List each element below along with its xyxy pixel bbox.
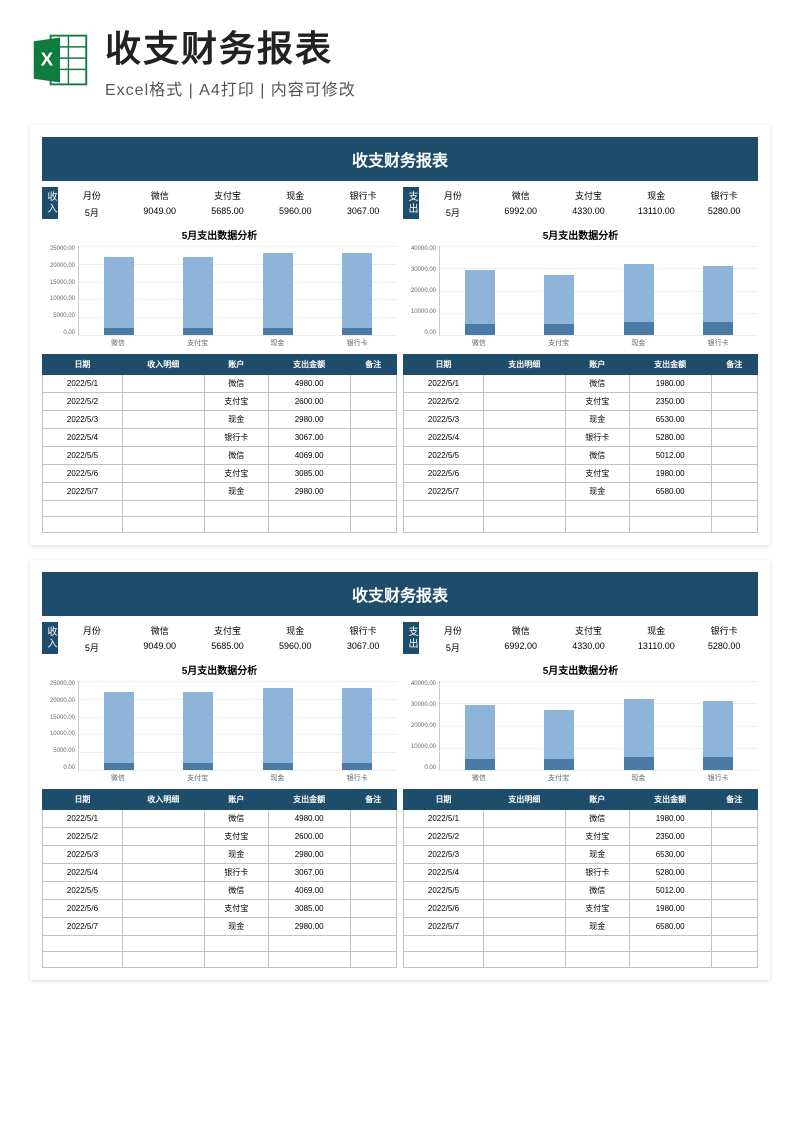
summary-expense: 支出 月份微信支付宝现金银行卡5月6992.004330.0013110.005…: [403, 187, 758, 221]
report-banner: 收支财务报表: [42, 572, 758, 616]
table-row: 2022/5/4银行卡3067.00: [43, 864, 397, 882]
table-row: 2022/5/7现金6580.00: [404, 918, 758, 936]
table-row: 2022/5/2支付宝2600.00: [43, 828, 397, 846]
table-header: 账户: [204, 355, 268, 375]
summary-income: 收入 月份微信支付宝现金银行卡5月9049.005685.005960.0030…: [42, 622, 397, 656]
table-row: 2022/5/4银行卡5280.00: [404, 864, 758, 882]
table-row: 2022/5/1微信1980.00: [404, 375, 758, 393]
data-table-right: 日期支出明细账户支出金额备注2022/5/1微信1980.002022/5/2支…: [403, 789, 758, 968]
chart-title: 5月支出数据分析: [42, 662, 397, 677]
svg-text:X: X: [41, 49, 54, 70]
chart-title: 5月支出数据分析: [42, 227, 397, 242]
chart-xaxis: 微信支付宝现金银行卡: [439, 338, 758, 348]
table-header: 收入明细: [122, 790, 204, 810]
report-page: 收支财务报表 收入 月份微信支付宝现金银行卡5月9049.005685.0059…: [30, 125, 770, 545]
summary-expense: 支出 月份微信支付宝现金银行卡5月6992.004330.0013110.005…: [403, 622, 758, 656]
table-row: 2022/5/3现金2980.00: [43, 846, 397, 864]
table-header: 备注: [711, 790, 757, 810]
table-header: 备注: [350, 355, 396, 375]
table-row: [43, 501, 397, 517]
subtitle: Excel格式 | A4打印 | 内容可修改: [105, 76, 770, 100]
table-row: 2022/5/3现金6530.00: [404, 846, 758, 864]
table-header: 支出金额: [629, 355, 711, 375]
bar-chart: 5月支出数据分析 40000.0030000.0020000.0010000.0…: [403, 227, 758, 348]
table-header: 备注: [350, 790, 396, 810]
table-header: 日期: [404, 790, 484, 810]
main-title: 收支财务报表: [105, 20, 770, 72]
table-row: 2022/5/6支付宝3085.00: [43, 900, 397, 918]
table-row: 2022/5/5微信4069.00: [43, 882, 397, 900]
chart-yaxis: 40000.0030000.0020000.0010000.000.00: [403, 681, 439, 771]
table-row: 2022/5/5微信4069.00: [43, 447, 397, 465]
chart-title: 5月支出数据分析: [403, 662, 758, 677]
chart-yaxis: 40000.0030000.0020000.0010000.000.00: [403, 246, 439, 336]
table-header: 日期: [43, 355, 123, 375]
excel-icon: X: [30, 30, 90, 90]
table-header: 支出明细: [483, 790, 565, 810]
table-row: 2022/5/3现金6530.00: [404, 411, 758, 429]
data-table-right: 日期支出明细账户支出金额备注2022/5/1微信1980.002022/5/2支…: [403, 354, 758, 533]
bar-chart: 5月支出数据分析 25000.0020000.0015000.0010000.0…: [42, 662, 397, 783]
badge-expense: 支出: [403, 187, 419, 219]
table-row: 2022/5/2支付宝2350.00: [404, 393, 758, 411]
table-header: 支出明细: [483, 355, 565, 375]
summary-income: 收入 月份微信支付宝现金银行卡5月9049.005685.005960.0030…: [42, 187, 397, 221]
table-header: 收入明细: [122, 355, 204, 375]
data-table-left: 日期收入明细账户支出金额备注2022/5/1微信4980.002022/5/2支…: [42, 354, 397, 533]
table-row: 2022/5/7现金2980.00: [43, 483, 397, 501]
table-row: 2022/5/4银行卡3067.00: [43, 429, 397, 447]
table-header: 账户: [565, 790, 629, 810]
table-header: 支出金额: [268, 355, 350, 375]
page-header: X 收支财务报表 Excel格式 | A4打印 | 内容可修改: [0, 0, 800, 110]
table-row: 2022/5/7现金2980.00: [43, 918, 397, 936]
table-row: [404, 501, 758, 517]
table-row: [404, 952, 758, 968]
table-row: [404, 517, 758, 533]
chart-yaxis: 25000.0020000.0015000.0010000.005000.000…: [42, 246, 78, 336]
table-row: 2022/5/6支付宝1980.00: [404, 465, 758, 483]
table-header: 账户: [204, 790, 268, 810]
table-header: 日期: [43, 790, 123, 810]
data-table-left: 日期收入明细账户支出金额备注2022/5/1微信4980.002022/5/2支…: [42, 789, 397, 968]
table-row: 2022/5/5微信5012.00: [404, 882, 758, 900]
chart-title: 5月支出数据分析: [403, 227, 758, 242]
table-header: 账户: [565, 355, 629, 375]
chart-xaxis: 微信支付宝现金银行卡: [78, 773, 397, 783]
table-row: 2022/5/7现金6580.00: [404, 483, 758, 501]
table-header: 支出金额: [268, 790, 350, 810]
table-row: 2022/5/6支付宝3085.00: [43, 465, 397, 483]
table-row: 2022/5/1微信4980.00: [43, 810, 397, 828]
chart-xaxis: 微信支付宝现金银行卡: [439, 773, 758, 783]
table-row: 2022/5/1微信1980.00: [404, 810, 758, 828]
table-row: 2022/5/3现金2980.00: [43, 411, 397, 429]
report-page: 收支财务报表 收入 月份微信支付宝现金银行卡5月9049.005685.0059…: [30, 560, 770, 980]
table-row: 2022/5/6支付宝1980.00: [404, 900, 758, 918]
chart-xaxis: 微信支付宝现金银行卡: [78, 338, 397, 348]
chart-yaxis: 25000.0020000.0015000.0010000.005000.000…: [42, 681, 78, 771]
table-row: 2022/5/2支付宝2350.00: [404, 828, 758, 846]
table-row: [43, 936, 397, 952]
table-row: [404, 936, 758, 952]
table-row: [43, 952, 397, 968]
report-banner: 收支财务报表: [42, 137, 758, 181]
badge-expense: 支出: [403, 622, 419, 654]
table-row: 2022/5/4银行卡5280.00: [404, 429, 758, 447]
badge-income: 收入: [42, 622, 58, 654]
table-row: [43, 517, 397, 533]
table-header: 支出金额: [629, 790, 711, 810]
table-row: 2022/5/1微信4980.00: [43, 375, 397, 393]
table-row: 2022/5/2支付宝2600.00: [43, 393, 397, 411]
bar-chart: 5月支出数据分析 25000.0020000.0015000.0010000.0…: [42, 227, 397, 348]
table-header: 日期: [404, 355, 484, 375]
badge-income: 收入: [42, 187, 58, 219]
bar-chart: 5月支出数据分析 40000.0030000.0020000.0010000.0…: [403, 662, 758, 783]
table-header: 备注: [711, 355, 757, 375]
table-row: 2022/5/5微信5012.00: [404, 447, 758, 465]
